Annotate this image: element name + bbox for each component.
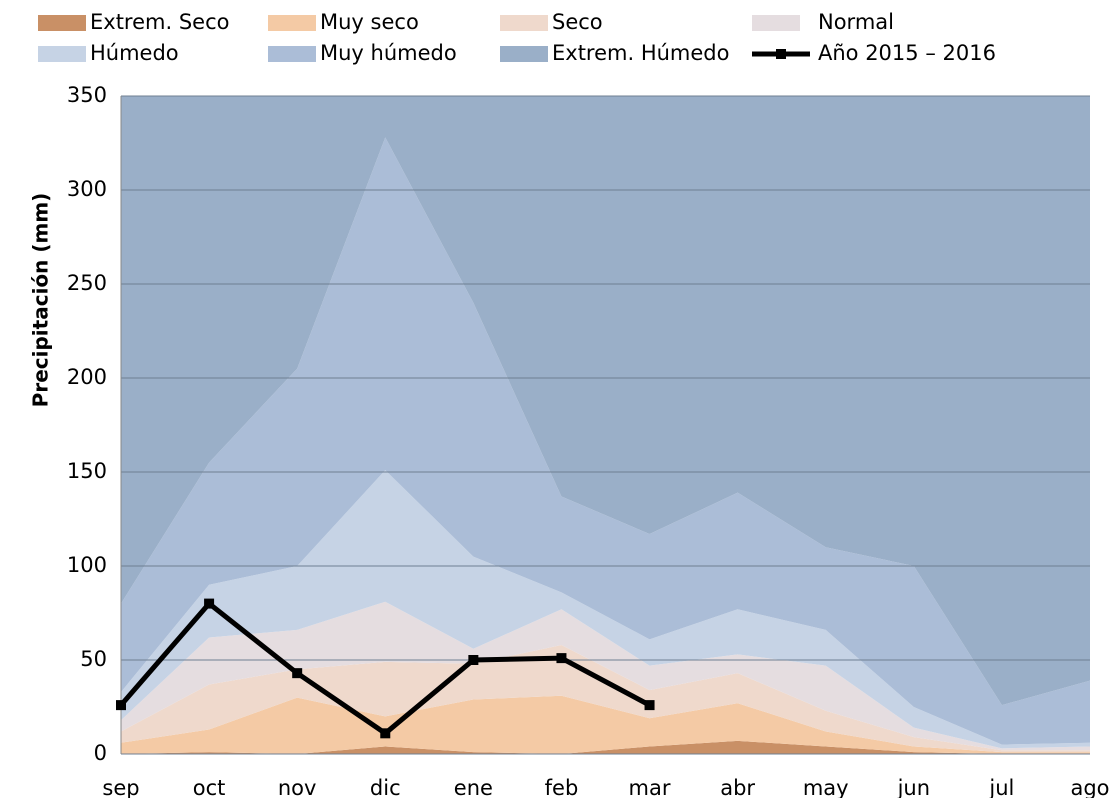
marker bbox=[380, 728, 391, 739]
marker bbox=[556, 653, 567, 664]
x-tick-label: ene bbox=[454, 776, 493, 798]
legend-label: Normal bbox=[818, 10, 894, 34]
x-tick-label: jul bbox=[988, 776, 1014, 798]
x-tick-label: ago bbox=[1070, 776, 1109, 798]
legend-label: Muy seco bbox=[320, 10, 419, 34]
y-tick-label: 200 bbox=[67, 365, 107, 389]
marker bbox=[116, 700, 126, 711]
y-tick-label: 350 bbox=[67, 83, 107, 107]
marker bbox=[468, 655, 479, 665]
area bbox=[121, 695, 1090, 754]
area bbox=[121, 601, 1090, 751]
legend-label: Muy húmedo bbox=[320, 41, 457, 65]
y-tick-label: 300 bbox=[67, 177, 107, 201]
y-tick-label: 100 bbox=[67, 553, 107, 577]
area bbox=[121, 96, 1090, 706]
legend-swatch bbox=[268, 15, 316, 31]
legend-swatch bbox=[38, 46, 86, 62]
area bbox=[121, 470, 1090, 749]
x-tick-label: jun bbox=[897, 776, 930, 798]
x-tick-label: mar bbox=[629, 776, 671, 798]
area bbox=[121, 740, 1090, 754]
area bbox=[121, 137, 1090, 745]
legend-marker bbox=[776, 49, 786, 59]
legend-label: Año 2015 – 2016 bbox=[818, 41, 996, 65]
area bbox=[121, 644, 1090, 753]
y-tick-label: 0 bbox=[94, 741, 107, 765]
x-tick-label: oct bbox=[193, 776, 226, 798]
x-tick-label: nov bbox=[278, 776, 317, 798]
legend-swatch bbox=[268, 46, 316, 62]
legend-label: Seco bbox=[552, 10, 603, 34]
marker bbox=[292, 668, 303, 679]
x-tick-label: dic bbox=[370, 776, 401, 798]
x-tick-label: abr bbox=[720, 776, 755, 798]
legend-label: Extrem. Húmedo bbox=[552, 41, 730, 65]
y-tick-label: 50 bbox=[80, 647, 107, 671]
marker bbox=[644, 700, 655, 711]
legend-swatch bbox=[752, 15, 800, 31]
y-tick-label: 150 bbox=[67, 459, 107, 483]
x-tick-label: may bbox=[803, 776, 849, 798]
legend-swatch bbox=[500, 46, 548, 62]
legend-label: Húmedo bbox=[90, 41, 179, 65]
legend-swatch bbox=[500, 15, 548, 31]
y-tick-label: 250 bbox=[67, 271, 107, 295]
y-axis-label: Precipitación (mm) bbox=[29, 193, 53, 408]
legend-label: Extrem. Seco bbox=[90, 10, 229, 34]
x-tick-label: sep bbox=[102, 776, 139, 798]
marker bbox=[204, 598, 215, 609]
legend-swatch bbox=[38, 15, 86, 31]
x-tick-label: feb bbox=[545, 776, 579, 798]
